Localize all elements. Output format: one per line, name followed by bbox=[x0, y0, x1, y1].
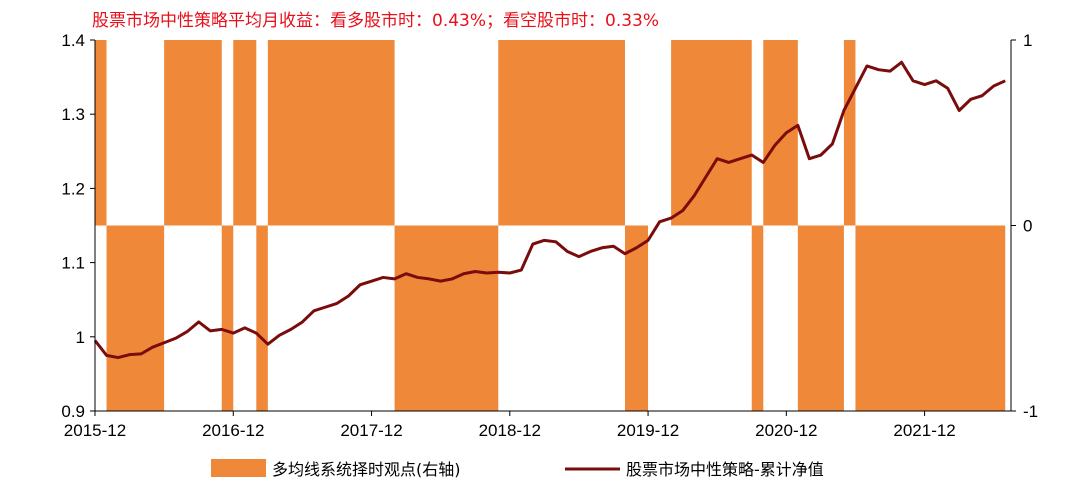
legend-label-bars: 多均线系统择时观点(右轴) bbox=[272, 460, 461, 479]
signal-bar-1 bbox=[106, 225, 165, 411]
y-right-tick-label: -1 bbox=[1023, 402, 1038, 421]
signal-bar-7 bbox=[394, 225, 499, 411]
y-right-tick-label: 1 bbox=[1023, 31, 1032, 50]
y-left-tick-label: 1.4 bbox=[61, 31, 85, 50]
signal-bar-12 bbox=[763, 40, 798, 226]
nav-line bbox=[93, 60, 1006, 360]
x-tick-label: 2016-12 bbox=[202, 421, 264, 440]
signal-bar-13 bbox=[797, 225, 844, 411]
legend-label-line: 股票市场中性策略-累计净值 bbox=[626, 460, 824, 479]
signal-bar-2 bbox=[164, 40, 222, 226]
signal-bar-15 bbox=[855, 225, 1006, 411]
signal-bar-9 bbox=[625, 225, 649, 411]
y-left-tick-label: 1 bbox=[76, 328, 85, 347]
x-tick-label: 2021-12 bbox=[893, 421, 955, 440]
y-right-tick-label: 0 bbox=[1023, 217, 1032, 236]
y-left-tick-label: 1.3 bbox=[61, 105, 85, 124]
signal-bar-5 bbox=[256, 225, 268, 411]
signal-bar-3 bbox=[221, 225, 234, 411]
legend-swatch-bars bbox=[211, 459, 266, 477]
axes: 0.9 1 1.1 1.2 1.3 1.4 -1 0 1 2015-12 2016-12 2017-1… bbox=[61, 31, 1038, 440]
signal-bar-6 bbox=[267, 40, 395, 226]
x-tick-label: 2018-12 bbox=[479, 421, 541, 440]
signal-bars bbox=[95, 40, 1006, 411]
y-left-tick-label: 1.2 bbox=[61, 179, 85, 198]
chart-title: 股票市场中性策略平均月收益：看多股市时：0.43%；看空股市时：0.33% bbox=[92, 11, 660, 31]
y-left-tick-label: 1.1 bbox=[61, 254, 85, 273]
y-left-tick-label: 0.9 bbox=[61, 402, 85, 421]
signal-bar-14 bbox=[843, 40, 856, 226]
legend: 多均线系统择时观点(右轴) 股票市场中性策略-累计净值 bbox=[211, 459, 824, 479]
signal-bar-8 bbox=[498, 40, 626, 226]
x-tick-label: 2020-12 bbox=[755, 421, 817, 440]
x-tick-label: 2017-12 bbox=[340, 421, 402, 440]
x-tick-label: 2015-12 bbox=[64, 421, 126, 440]
signal-bar-4 bbox=[233, 40, 257, 226]
signal-bar-11 bbox=[751, 225, 764, 411]
signal-bar-10 bbox=[671, 40, 752, 226]
x-tick-label: 2019-12 bbox=[617, 421, 679, 440]
nav-line-layer bbox=[93, 60, 1006, 360]
signal-bar-0 bbox=[95, 40, 107, 226]
